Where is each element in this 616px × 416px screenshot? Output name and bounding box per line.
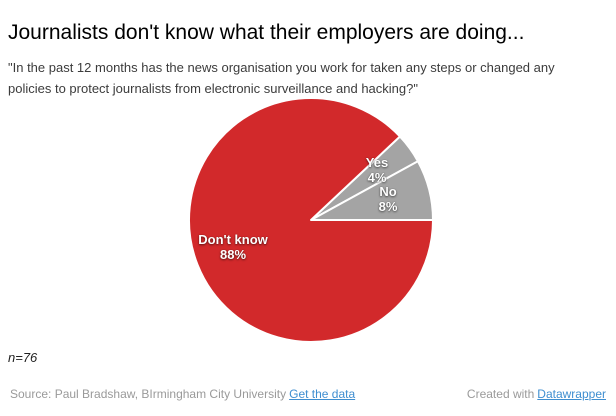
pie-slice-don-t-know [188, 97, 434, 344]
page-title: Journalists don't know what their employ… [8, 21, 525, 45]
source-line: Source: Paul Bradshaw, BIrmingham City U… [10, 387, 355, 401]
chart-footer: Source: Paul Bradshaw, BIrmingham City U… [10, 387, 606, 401]
pie-chart-area [186, 95, 436, 345]
chart-subtitle: "In the past 12 months has the news orga… [8, 60, 555, 96]
sample-size-label: n=76 [8, 350, 38, 365]
datawrapper-link[interactable]: Datawrapper [537, 387, 606, 401]
get-the-data-link[interactable]: Get the data [289, 387, 356, 401]
source-text: Source: Paul Bradshaw, BIrmingham City U… [10, 387, 287, 401]
pie-chart [188, 97, 434, 344]
credit-line: Created with Datawrapper [467, 387, 606, 401]
credit-text: Created with [466, 387, 535, 401]
